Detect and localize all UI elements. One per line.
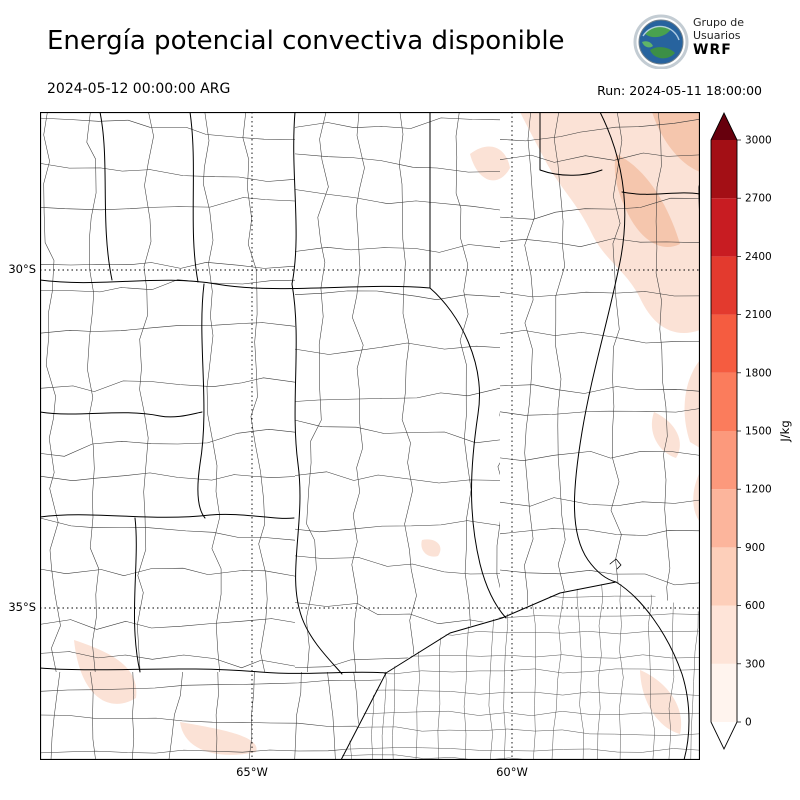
province-border (291, 111, 297, 285)
graticule-layer (40, 112, 700, 760)
province-border (429, 287, 507, 619)
colorbar-tick: 1800 (745, 367, 772, 379)
cape-patch-right-edge-2 (693, 472, 700, 522)
x-tick-60w: 60°W (496, 765, 528, 779)
colorbar-arrow-over (711, 113, 737, 140)
colorbar-tick: 600 (745, 600, 765, 612)
colorbar-tick: 300 (745, 658, 765, 670)
colorbar-tick-labels: 0 300 600 900 1200 1500 1800 2100 2400 2… (745, 135, 772, 729)
province-border (99, 111, 113, 281)
x-tick-65w: 65°W (236, 765, 268, 779)
valid-time-label: 2024-05-12 00:00:00 ARG (47, 81, 231, 97)
logo-line2: Usuarios (693, 29, 741, 42)
river-delta-mark (609, 558, 622, 570)
colorbar-tick: 2400 (745, 251, 772, 263)
colorbar-bin (711, 663, 737, 722)
province-border (197, 283, 206, 519)
run-time-label: Run: 2024-05-11 18:00:00 (597, 83, 762, 98)
colorbar-tick: 3000 (745, 135, 772, 147)
y-tick-35s: 35°S (8, 600, 36, 614)
colorbar-bin (711, 198, 737, 257)
colorbar-bin (711, 547, 737, 606)
y-tick-30s: 30°S (8, 262, 36, 276)
province-border (539, 111, 603, 176)
colorbar-tick: 1500 (745, 426, 772, 438)
cape-patch-northeast-core (614, 154, 680, 248)
province-borders-layer (39, 111, 701, 761)
province-border (189, 111, 199, 283)
province-border (133, 517, 141, 673)
page-title: Energía potencial convectiva disponible (47, 26, 565, 56)
colorbar-arrow-under (711, 722, 737, 749)
colorbar-unit-label: J/kg (778, 420, 792, 442)
cape-patch-small-spot (421, 539, 441, 557)
buenos-aires-border (340, 672, 387, 761)
colorbar-bin (711, 489, 737, 548)
colorbar-bin (711, 605, 737, 664)
logo-line1: Grupo de (693, 16, 744, 29)
colorbar-tick: 900 (745, 542, 765, 554)
colorbar-bin (711, 372, 737, 431)
cape-patch-right-edge (684, 360, 700, 448)
cape-patch-northeast (520, 112, 700, 334)
province-border (621, 191, 701, 195)
colorbar-tick: 2100 (745, 309, 772, 321)
colorbar: 0 300 600 900 1200 1500 1800 2100 2400 2… (703, 105, 800, 775)
cape-shading-layer (74, 112, 700, 755)
map-frame (39, 111, 701, 761)
colorbar-bin (711, 431, 737, 490)
globe-icon (633, 14, 689, 69)
logo-wrf: WRF (693, 42, 732, 58)
colorbar-tickmarks (737, 139, 741, 723)
province-border (291, 283, 343, 675)
parana-river-line (574, 111, 690, 761)
province-border (39, 411, 203, 418)
map-area (39, 111, 701, 761)
colorbar-tick: 1200 (745, 484, 772, 496)
wrf-logo: Grupo de Usuarios WRF (633, 13, 793, 75)
colorbar-bin (711, 256, 737, 315)
province-border (39, 513, 295, 519)
province-border (39, 279, 431, 290)
colorbar-tick: 2700 (745, 193, 772, 205)
colorbar-bin (711, 140, 737, 199)
buenos-aires-border (385, 581, 617, 674)
colorbar-tick: 0 (745, 717, 752, 729)
map-canvas (39, 111, 701, 761)
colorbar-bin (711, 314, 737, 373)
colorbar-canvas: 0 300 600 900 1200 1500 1800 2100 2400 2… (710, 111, 792, 751)
cape-patch-bottom-center (180, 722, 257, 755)
cape-patch-mid-right (651, 412, 680, 458)
cape-patch-ne-corner (652, 112, 700, 172)
